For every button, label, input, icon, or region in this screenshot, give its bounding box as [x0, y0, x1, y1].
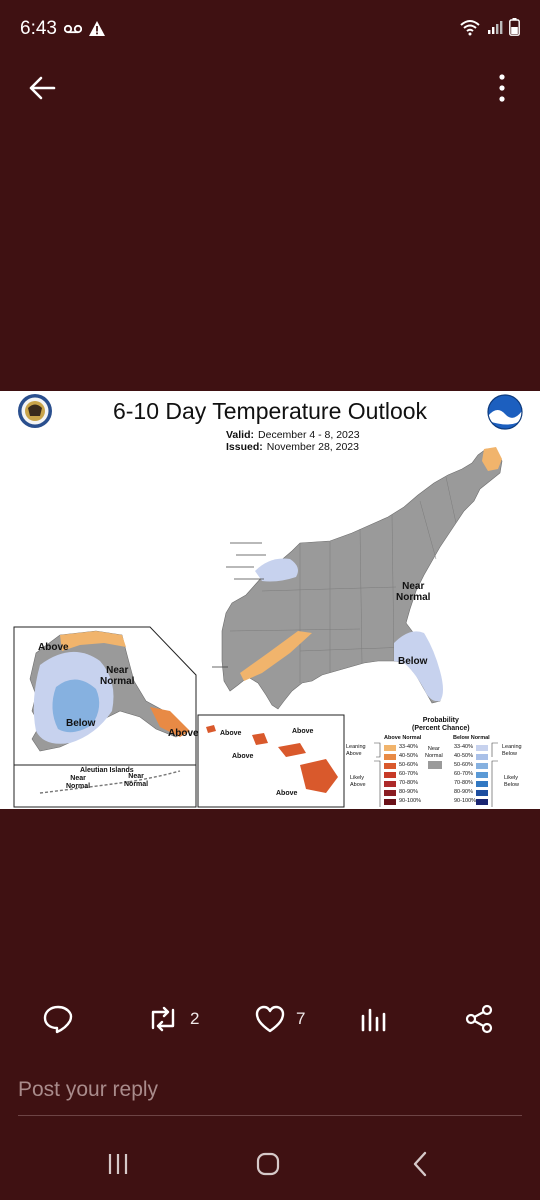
top-bar — [0, 60, 540, 116]
voicemail-icon — [64, 24, 82, 33]
more-vertical-icon — [499, 74, 505, 102]
alert-icon — [89, 21, 105, 36]
home-icon — [256, 1152, 280, 1176]
legend-near-normal: Near Normal — [425, 746, 443, 759]
hawaii-maui-shape — [278, 743, 306, 757]
map-valid-date: Valid: December 4 - 8, 2023 — [226, 429, 360, 441]
aleutian-title: Aleutian Islands — [80, 767, 134, 774]
commerce-seal-icon — [18, 394, 52, 428]
hawaii-big-island-label: Above — [276, 790, 298, 797]
legend-swatches — [374, 742, 498, 807]
recent-apps-icon — [108, 1154, 128, 1174]
alaska-above-north-area — [60, 631, 126, 651]
maine-above-area — [482, 447, 502, 471]
legend-leaning-above: Leaning Above — [346, 744, 366, 757]
repost-icon — [151, 1006, 175, 1032]
home-button[interactable] — [248, 1146, 288, 1182]
arrow-left-icon — [29, 76, 56, 100]
legend-title: Probability (Percent Chance) — [412, 717, 470, 732]
alaska-below-inner-area — [52, 679, 100, 733]
share-icon — [465, 1004, 493, 1034]
conus-below-label: Below — [398, 656, 428, 667]
like-count: 7 — [296, 1009, 306, 1028]
reply-button[interactable] — [42, 996, 74, 1042]
aleutian-near-normal-east-label: Near Normal — [124, 773, 149, 788]
alaska-panhandle-above-area — [150, 707, 190, 737]
repost-count: 2 — [190, 1009, 200, 1028]
legend-leaning-below: Leaning Below — [502, 744, 522, 757]
legend-above-header: Above Normal — [384, 735, 422, 741]
share-button[interactable] — [464, 996, 494, 1042]
legend-below-header: Below Normal — [453, 735, 490, 741]
alaska-above-north-label: Above — [38, 642, 69, 653]
recent-apps-button[interactable] — [98, 1146, 138, 1182]
hawaii-big-island-shape — [300, 759, 338, 793]
outlook-map-graphic — [13, 394, 523, 808]
post-media-image[interactable]: 6-10 Day Temperature Outlook Valid: Decem… — [0, 391, 540, 809]
noaa-logo-icon — [487, 394, 523, 430]
southwest-above-area — [240, 631, 312, 681]
alaska-above-south-label: Above — [168, 728, 199, 739]
aleutian-near-normal-west-label: Near Normal — [66, 775, 91, 790]
alaska-near-normal-label: Near Normal — [100, 665, 135, 687]
reply-area — [18, 1070, 522, 1116]
map-title: 6-10 Day Temperature Outlook — [112, 398, 428, 424]
legend-above-ranges: 33-40% 40-50% 50-60% 60-70% 70-80% 80-90… — [399, 744, 422, 804]
great-lakes-below-area — [255, 558, 298, 582]
chevron-left-icon — [413, 1151, 427, 1177]
repost-button[interactable]: 2 — [146, 996, 199, 1042]
back-button[interactable] — [22, 70, 62, 106]
hawaii-oahu-shape — [252, 733, 268, 745]
system-nav-bar — [0, 1130, 540, 1200]
post-action-bar: 2 7 — [0, 996, 540, 1042]
bar-chart-icon — [361, 1008, 386, 1032]
signal-icon — [488, 21, 503, 34]
hawaii-oahu-label: Above — [292, 728, 314, 735]
legend-likely-below: Likely Below — [504, 775, 519, 788]
hawaii-kauai-shape — [206, 725, 216, 733]
conus-near-normal-label: Near Normal — [396, 581, 431, 603]
legend-likely-above: Likely Above — [350, 775, 366, 788]
wifi-icon — [460, 20, 480, 36]
status-bar: 6:43 — [0, 0, 540, 60]
more-options-button[interactable] — [488, 70, 516, 106]
map-issued-date: Issued: November 28, 2023 — [226, 441, 359, 453]
hawaii-maui-label: Above — [232, 753, 254, 760]
views-button[interactable] — [360, 996, 388, 1042]
status-time: 6:43 — [20, 18, 57, 39]
hawaii-kauai-label: Above — [220, 730, 242, 737]
comment-icon — [43, 1005, 73, 1034]
system-back-button[interactable] — [400, 1146, 440, 1182]
reply-input[interactable] — [18, 1070, 522, 1110]
legend-below-ranges: 33-40% 40-50% 50-60% 60-70% 70-80% 80-90… — [454, 744, 477, 804]
like-button[interactable]: 7 — [254, 996, 305, 1042]
alaska-below-label: Below — [66, 718, 96, 729]
southeast-below-area — [394, 631, 443, 702]
battery-icon — [509, 18, 520, 36]
heart-icon — [255, 1005, 285, 1033]
